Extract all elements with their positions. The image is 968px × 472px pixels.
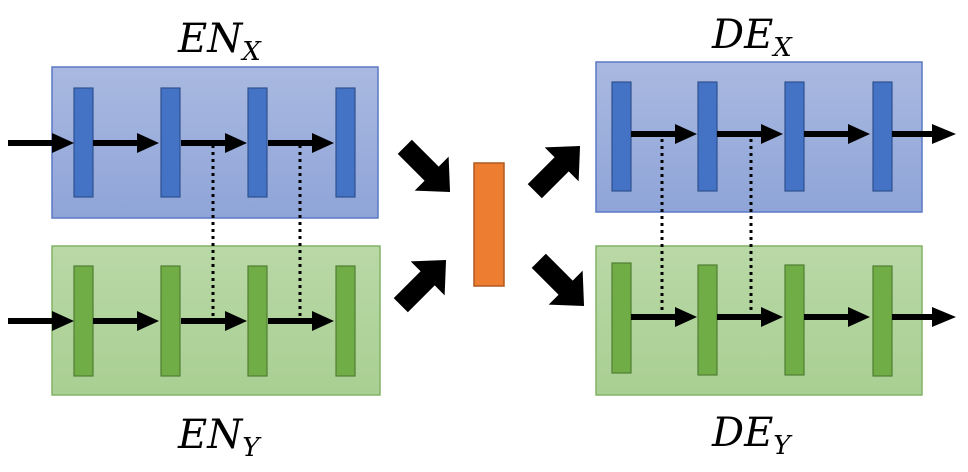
encoder-x-layer-2 bbox=[160, 87, 181, 198]
flow-arrows bbox=[8, 124, 956, 331]
arrow-right-icon bbox=[268, 133, 334, 153]
decoder-y bbox=[595, 245, 923, 396]
decoder-x-layer-3 bbox=[784, 81, 805, 192]
decoder-y-layer-3 bbox=[784, 264, 805, 376]
arrow-right-icon bbox=[804, 124, 870, 144]
decoder-y-layer-2 bbox=[697, 264, 718, 376]
arrow-right-icon bbox=[181, 133, 247, 153]
arrow-right-icon bbox=[181, 311, 247, 331]
arrow-right-icon bbox=[717, 124, 783, 144]
arrow-right-icon bbox=[93, 311, 159, 331]
arrow-right-icon bbox=[717, 307, 783, 327]
arrow-right-icon bbox=[892, 124, 956, 144]
label-de-x: DEX bbox=[711, 12, 793, 63]
arrow-right-icon bbox=[93, 133, 159, 153]
arrow-right-icon bbox=[631, 307, 697, 327]
label-de-y: DEY bbox=[711, 410, 793, 461]
label-en-x: ENX bbox=[177, 16, 262, 67]
decoder-x-layer-1 bbox=[611, 81, 632, 192]
block-arrow-icon bbox=[397, 139, 451, 193]
block-arrows bbox=[393, 139, 585, 313]
latent-code bbox=[473, 162, 505, 287]
decoder-y-layer-4 bbox=[872, 265, 893, 377]
decoder-x-layer-2 bbox=[697, 81, 718, 192]
decoder-y-box bbox=[595, 245, 923, 396]
encoder-x-layer-4 bbox=[335, 87, 356, 198]
arrow-right-icon bbox=[8, 311, 74, 331]
arrow-right-icon bbox=[631, 124, 697, 144]
arrow-right-icon bbox=[268, 311, 334, 331]
arrow-right-icon bbox=[892, 307, 956, 327]
decoder-x-layer-4 bbox=[872, 81, 893, 192]
encoder-y-layer-1 bbox=[73, 265, 94, 377]
encoder-x-layer-1 bbox=[73, 87, 94, 198]
decoder-y-layer-1 bbox=[611, 262, 632, 374]
arrow-right-icon bbox=[8, 133, 74, 153]
block-arrow-icon bbox=[527, 145, 581, 199]
encoder-y-layer-2 bbox=[160, 265, 181, 377]
encoder-y-layer-4 bbox=[335, 265, 356, 377]
skip-links bbox=[211, 139, 753, 321]
encoder-y-layer-3 bbox=[247, 265, 268, 377]
label-en-y: ENY bbox=[177, 412, 262, 463]
block-arrow-icon bbox=[531, 253, 585, 307]
block-arrow-icon bbox=[393, 259, 447, 313]
arrow-right-icon bbox=[804, 307, 870, 327]
encoder-x-layer-3 bbox=[247, 87, 268, 198]
